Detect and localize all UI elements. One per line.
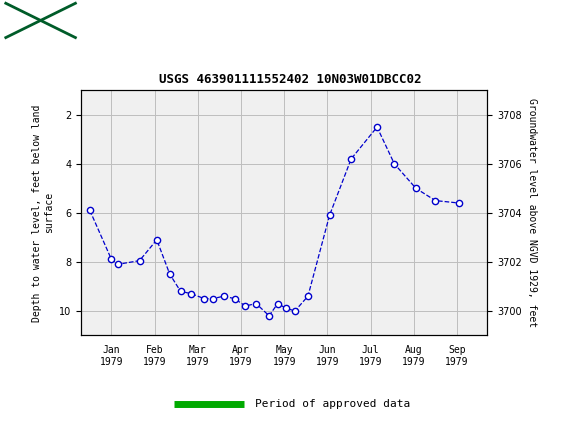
Text: Period of approved data: Period of approved data bbox=[255, 399, 411, 409]
Text: USGS 463901111552402 10N03W01DBCC02: USGS 463901111552402 10N03W01DBCC02 bbox=[159, 73, 421, 86]
FancyBboxPatch shape bbox=[6, 3, 75, 37]
Text: USGS: USGS bbox=[87, 12, 142, 29]
Y-axis label: Depth to water level, feet below land
surface: Depth to water level, feet below land su… bbox=[32, 104, 54, 322]
Y-axis label: Groundwater level above NGVD 1929, feet: Groundwater level above NGVD 1929, feet bbox=[527, 98, 537, 327]
